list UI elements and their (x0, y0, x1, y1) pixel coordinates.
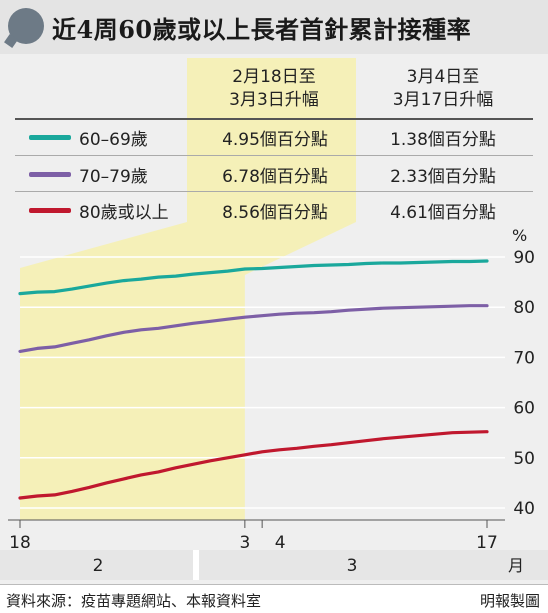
x-tick-label-2: 4 (275, 533, 286, 553)
footer: 資料來源：疫苗專題網站、本報資料室 明報製圖 (0, 584, 548, 613)
table-row-60-69: 60–69歲 4.95個百分點 1.38個百分點 (15, 119, 533, 155)
month-row-background (0, 550, 548, 580)
header-period1: 2月18日至 3月3日升幅 (200, 66, 348, 112)
increase-period1-70-79: 6.78個百分點 (222, 167, 328, 187)
x-tick-label-3: 17 (476, 533, 498, 553)
table-row-70-79: 70–79歲 6.78個百分點 2.33個百分點 (15, 155, 533, 192)
x-tick-label-0: 18 (9, 533, 31, 553)
speech-bubble-icon (8, 8, 44, 44)
table-row-80-plus: 80歲或以上 8.56個百分點 4.61個百分點 (15, 191, 533, 228)
legend-label-80-plus: 80歲或以上 (79, 203, 169, 223)
increase-period2-80-plus: 4.61個百分點 (390, 203, 496, 223)
header-period2-line1: 3月4日至 (406, 67, 480, 87)
month-label-0: 2 (93, 556, 104, 576)
series-line-2 (18, 430, 489, 500)
header-period2: 3月4日至 3月17日升幅 (363, 66, 523, 112)
y-tick-label-40: 40 (513, 499, 535, 519)
header-period1-line2: 3月3日升幅 (229, 90, 319, 110)
header-period2-line2: 3月17日升幅 (392, 90, 494, 110)
series-line-0 (18, 259, 489, 296)
y-tick-label-80: 80 (513, 298, 535, 318)
increase-table: 60–69歲 4.95個百分點 1.38個百分點 70–79歲 6.78個百分點… (15, 118, 533, 223)
increase-period1-60-69: 4.95個百分點 (222, 130, 328, 150)
legend-label-70-79: 70–79歲 (79, 167, 148, 187)
legend-swatch-60-69 (29, 135, 71, 140)
highlight-band (20, 58, 356, 520)
legend-label-60-69: 60–69歲 (79, 130, 148, 150)
line-chart: 40 50 60 70 80 90 18 3 4 17 2 3 (0, 58, 548, 580)
month-unit-label: 月 (508, 556, 525, 575)
y-tick-label-50: 50 (513, 449, 535, 469)
credit: 明報製圖 (479, 592, 540, 610)
y-axis-unit: % (512, 226, 528, 245)
month-label-1: 3 (347, 556, 358, 576)
y-tick-label-60: 60 (513, 399, 535, 419)
chart-title: 近4周60歲或以上長者首針累計接種率 (52, 15, 472, 44)
y-tick-label-70: 70 (513, 348, 535, 368)
legend-swatch-80-plus (29, 208, 71, 213)
y-tick-label-90: 90 (513, 248, 535, 268)
increase-period2-60-69: 1.38個百分點 (390, 130, 496, 150)
x-tick-label-1: 3 (239, 533, 250, 553)
series-line-1 (18, 304, 489, 353)
legend-swatch-70-79 (29, 172, 71, 177)
title-bar: 近4周60歲或以上長者首針累計接種率 (0, 0, 548, 54)
source-note: 資料來源：疫苗專題網站、本報資料室 (6, 592, 262, 610)
increase-period1-80-plus: 8.56個百分點 (222, 203, 328, 223)
header-period1-line1: 2月18日至 (232, 67, 316, 87)
increase-period2-70-79: 2.33個百分點 (390, 167, 496, 187)
